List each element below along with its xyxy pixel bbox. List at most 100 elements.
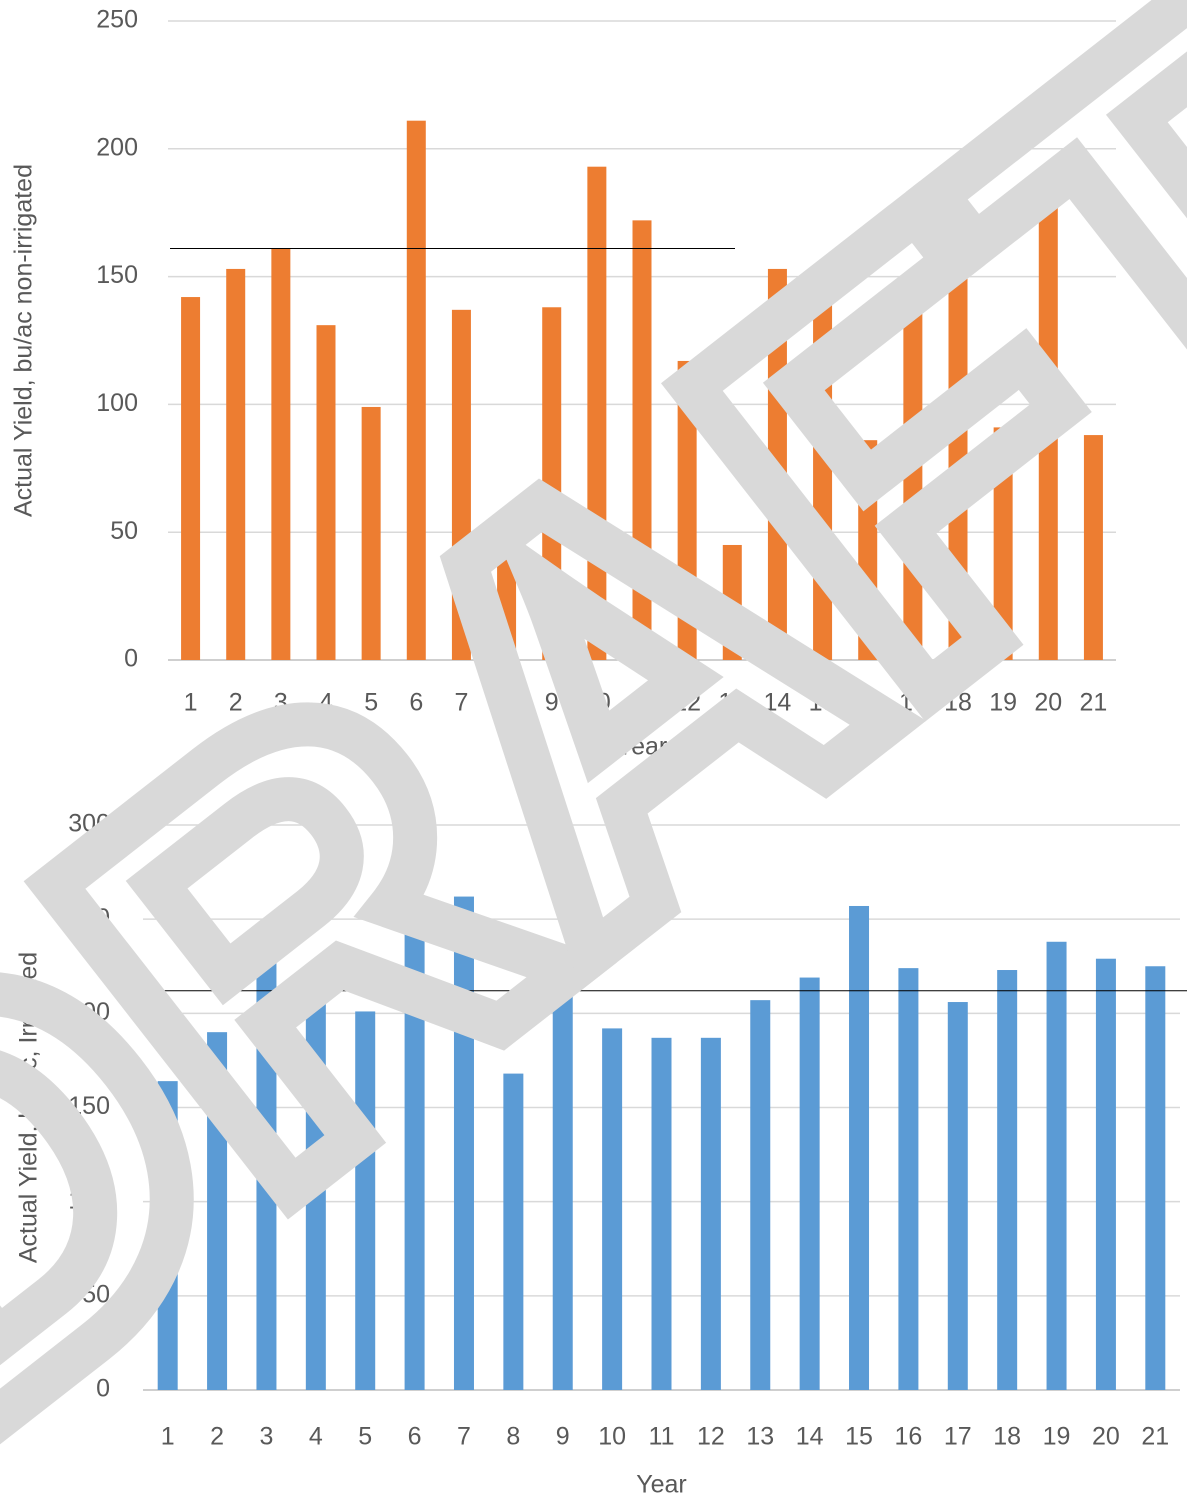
y-tick-label: 300 [68, 810, 110, 838]
bar [316, 325, 336, 660]
x-tick-label: 11 [629, 689, 655, 717]
bar [632, 220, 652, 661]
bar [947, 1002, 968, 1390]
x-tick-label: 10 [598, 1423, 626, 1451]
x-tick-label: 11 [649, 1423, 675, 1451]
x-tick-label: 16 [894, 1423, 922, 1451]
bar [1083, 435, 1103, 660]
bar [404, 924, 425, 1390]
bar [997, 970, 1018, 1390]
y-axis-title: Actual Yield, bu/ac non-irrigated [10, 164, 38, 517]
bar [256, 954, 277, 1390]
x-tick-label: 5 [364, 689, 378, 717]
bar [355, 1011, 376, 1390]
bar [453, 896, 474, 1390]
x-tick-label: 8 [506, 1423, 520, 1451]
bar [651, 1037, 672, 1390]
x-tick-label: 16 [854, 689, 882, 717]
x-tick-label: 17 [899, 689, 927, 717]
bar [503, 1073, 524, 1390]
x-tick-label: 15 [809, 689, 837, 717]
x-tick-label: 8 [500, 689, 514, 717]
bar [587, 166, 607, 660]
bar [1095, 958, 1116, 1390]
bar [1046, 941, 1067, 1390]
x-tick-label: 2 [210, 1423, 224, 1451]
x-tick-label: 19 [1043, 1423, 1071, 1451]
x-tick-label: 17 [944, 1423, 972, 1451]
x-tick-label: 7 [454, 689, 468, 717]
x-tick-label: 20 [1034, 689, 1062, 717]
bar [903, 299, 923, 660]
x-tick-label: 13 [746, 1423, 774, 1451]
bar [406, 120, 426, 660]
y-tick-label: 100 [96, 389, 138, 417]
y-tick-label: 50 [110, 517, 138, 545]
x-tick-label: 10 [583, 689, 611, 717]
x-axis-title: Year [636, 1471, 687, 1499]
bar [700, 1037, 721, 1390]
x-tick-label: 6 [408, 1423, 422, 1451]
x-tick-label: 9 [556, 1423, 570, 1451]
x-axis-title: Year [617, 733, 668, 761]
bar [750, 1000, 771, 1390]
x-tick-label: 14 [796, 1423, 824, 1451]
x-tick-label: 1 [161, 1423, 175, 1451]
y-tick-label: 250 [96, 6, 138, 34]
bar [799, 977, 820, 1390]
y-tick-label: 0 [96, 1375, 110, 1403]
bar [898, 968, 919, 1390]
bar [993, 427, 1013, 660]
x-tick-label: 18 [993, 1423, 1021, 1451]
bar [677, 360, 697, 660]
y-tick-label: 50 [82, 1280, 110, 1308]
bar [181, 297, 201, 660]
x-tick-label: 15 [845, 1423, 873, 1451]
bar [813, 286, 833, 660]
bar [1145, 966, 1166, 1390]
bar [552, 945, 573, 1390]
bar [602, 1028, 623, 1390]
y-tick-label: 200 [96, 133, 138, 161]
x-tick-label: 14 [764, 689, 792, 717]
y-axis-title: Actual Yield, bu/ac, Irrigated [15, 952, 43, 1263]
x-tick-label: 2 [229, 689, 243, 717]
bar [1038, 171, 1058, 660]
x-tick-label: 4 [309, 1423, 323, 1451]
x-tick-label: 9 [545, 689, 559, 717]
x-tick-label: 12 [697, 1423, 725, 1451]
bar [497, 544, 517, 660]
x-tick-label: 7 [457, 1423, 471, 1451]
x-tick-label: 3 [259, 1423, 273, 1451]
bar [157, 1081, 178, 1390]
x-tick-label: 21 [1141, 1423, 1169, 1451]
x-tick-label: 4 [319, 689, 333, 717]
y-tick-label: 100 [68, 1186, 110, 1214]
bar [849, 905, 870, 1390]
x-tick-label: 6 [409, 689, 423, 717]
bar [361, 406, 381, 660]
x-tick-label: 18 [944, 689, 972, 717]
x-tick-label: 1 [184, 689, 198, 717]
bar [858, 440, 878, 660]
y-tick-label: 200 [68, 998, 110, 1026]
x-tick-label: 5 [358, 1423, 372, 1451]
bar [207, 1032, 228, 1390]
y-tick-label: 150 [96, 261, 138, 289]
bar [305, 964, 326, 1390]
bar [226, 268, 246, 660]
bar [542, 307, 562, 660]
bar [451, 309, 471, 660]
y-tick-label: 250 [68, 904, 110, 932]
bar [722, 544, 742, 660]
bar [948, 251, 968, 661]
x-tick-label: 21 [1080, 689, 1108, 717]
x-tick-label: 13 [718, 689, 746, 717]
y-tick-label: 150 [68, 1092, 110, 1120]
x-tick-label: 12 [673, 689, 701, 717]
bar [767, 268, 787, 660]
x-tick-label: 3 [274, 689, 288, 717]
y-tick-label: 0 [124, 645, 138, 673]
x-tick-label: 20 [1092, 1423, 1120, 1451]
